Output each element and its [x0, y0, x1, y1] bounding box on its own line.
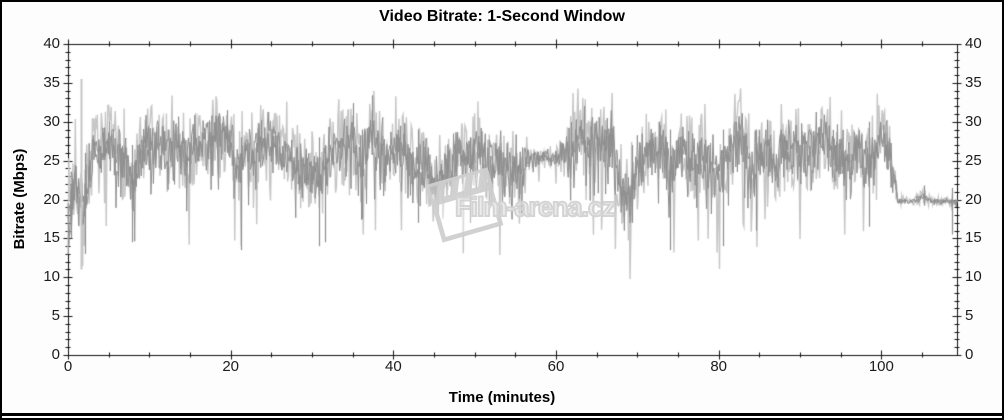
y-axis-tick-label-left: 35 — [43, 73, 60, 91]
x-axis-tick-label: 0 — [63, 358, 73, 375]
y-axis-tick-label-right: 10 — [965, 268, 982, 286]
y-axis-tick-label-right: 15 — [965, 229, 982, 247]
y-axis-tick-label-left: 15 — [43, 229, 60, 247]
x-axis-tick-label: 100 — [868, 358, 894, 375]
y-axis-tick-label-right: 5 — [965, 307, 974, 325]
x-axis-tick-label: 20 — [222, 358, 239, 375]
y-axis-tick-label-right: 0 — [965, 346, 974, 363]
y-axis-tick-label-right: 40 — [965, 35, 982, 52]
y-axis-tick-label-right: 30 — [965, 112, 982, 130]
y-axis-tick-label-left: 20 — [43, 190, 60, 208]
x-axis-label: Time (minutes) — [448, 389, 556, 406]
bottom-border-bar — [2, 413, 1002, 416]
y-axis-tick-label-right: 25 — [965, 151, 982, 169]
x-axis-tick-label: 60 — [547, 358, 565, 375]
y-axis-tick-label-left: 5 — [51, 307, 60, 325]
y-axis-tick-label-right: 20 — [965, 190, 982, 208]
x-axis-tick-label: 40 — [384, 358, 402, 375]
y-axis-tick-label-left: 25 — [43, 151, 60, 169]
y-axis-tick-label-left: 0 — [51, 346, 60, 363]
y-axis-tick-label-right: 35 — [965, 73, 982, 91]
y-axis-tick-label-left: 30 — [43, 112, 60, 130]
x-axis-tick-label: 80 — [710, 358, 728, 375]
y-axis-tick-label-left: 40 — [43, 35, 60, 52]
y-axis-tick-label-left: 10 — [43, 268, 60, 286]
